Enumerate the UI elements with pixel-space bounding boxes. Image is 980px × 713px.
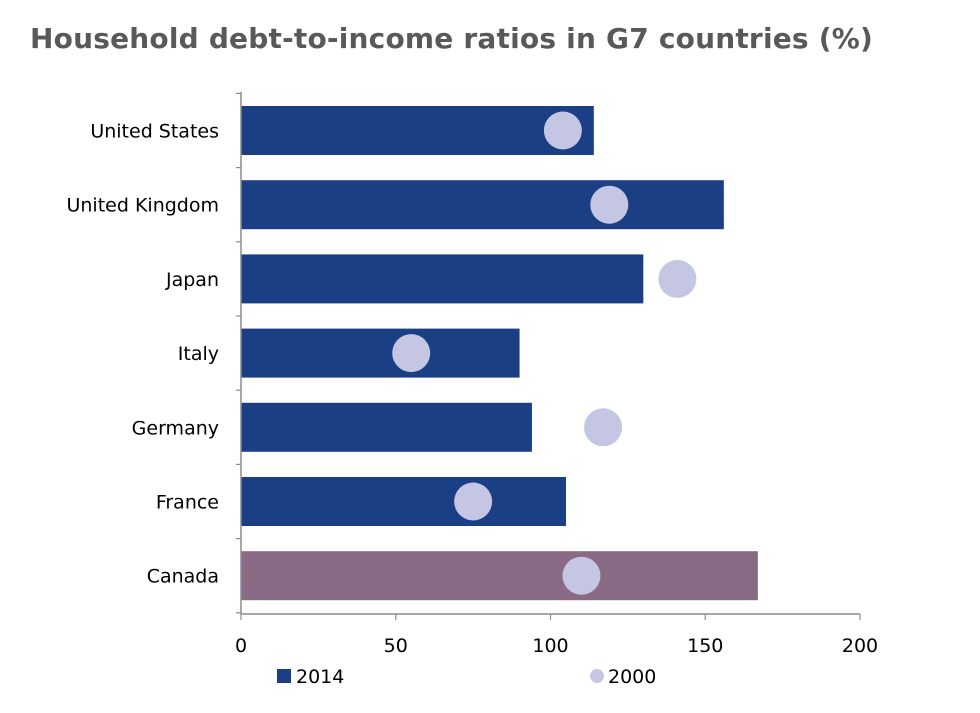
bar-2014-united-kingdom: [241, 180, 724, 230]
category-label-japan: Japan: [165, 269, 219, 291]
point-2000-germany: [584, 408, 623, 447]
x-tick-label: 100: [532, 635, 568, 657]
legend-label-2000: 2000: [608, 666, 656, 688]
category-label-united-kingdom: United Kingdom: [66, 195, 219, 217]
bar-2014-germany: [241, 402, 532, 452]
category-label-canada: Canada: [147, 566, 219, 588]
category-label-germany: Germany: [132, 417, 219, 439]
category-label-italy: Italy: [178, 343, 219, 365]
legend-swatch-2014: [277, 669, 291, 683]
x-tick-label: 50: [384, 635, 408, 657]
chart-title: Household debt-to-income ratios in G7 co…: [30, 22, 873, 55]
legend-label-2014: 2014: [296, 666, 344, 688]
point-2000-japan: [658, 259, 697, 298]
bar-2014-france: [241, 477, 566, 526]
point-2000-united-kingdom: [590, 185, 629, 224]
bar-2014-italy: [241, 328, 520, 378]
x-tick-label: 200: [842, 635, 878, 657]
legend-swatch-2000: [590, 669, 604, 683]
point-2000-united-states: [543, 111, 582, 150]
category-label-united-states: United States: [90, 121, 219, 143]
category-label-france: France: [156, 492, 219, 514]
point-2000-italy: [392, 334, 431, 373]
point-2000-france: [454, 482, 493, 521]
x-tick-label: 150: [687, 635, 723, 657]
point-2000-canada: [562, 556, 601, 595]
bar-2014-japan: [241, 254, 644, 304]
bar-2014-canada: [241, 551, 758, 601]
x-tick-label: 0: [235, 635, 247, 657]
bar-2014-united-states: [241, 106, 594, 155]
